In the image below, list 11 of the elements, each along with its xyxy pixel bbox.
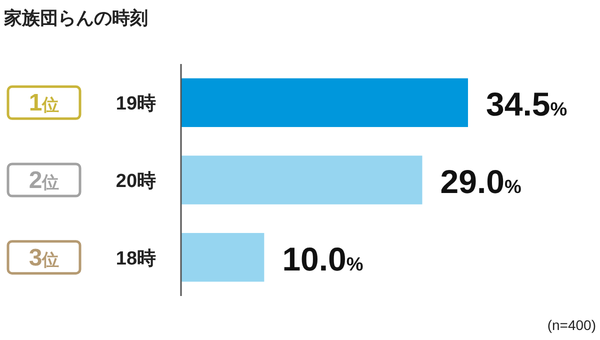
y-tick-label: 18時 bbox=[116, 247, 156, 270]
data-label: 29.0% bbox=[440, 163, 522, 200]
y-tick-label: 20時 bbox=[116, 170, 156, 192]
chart-title: 家族団らんの時刻 bbox=[3, 8, 148, 28]
data-label: 34.5% bbox=[486, 86, 568, 123]
text: (n=400) bbox=[547, 317, 596, 333]
y-tick-label: 19時 bbox=[116, 92, 156, 115]
text: 2位 bbox=[28, 167, 60, 194]
text: 3位 bbox=[28, 244, 60, 272]
text: 1位 bbox=[28, 90, 60, 117]
data-label: 10.0% bbox=[282, 240, 364, 278]
